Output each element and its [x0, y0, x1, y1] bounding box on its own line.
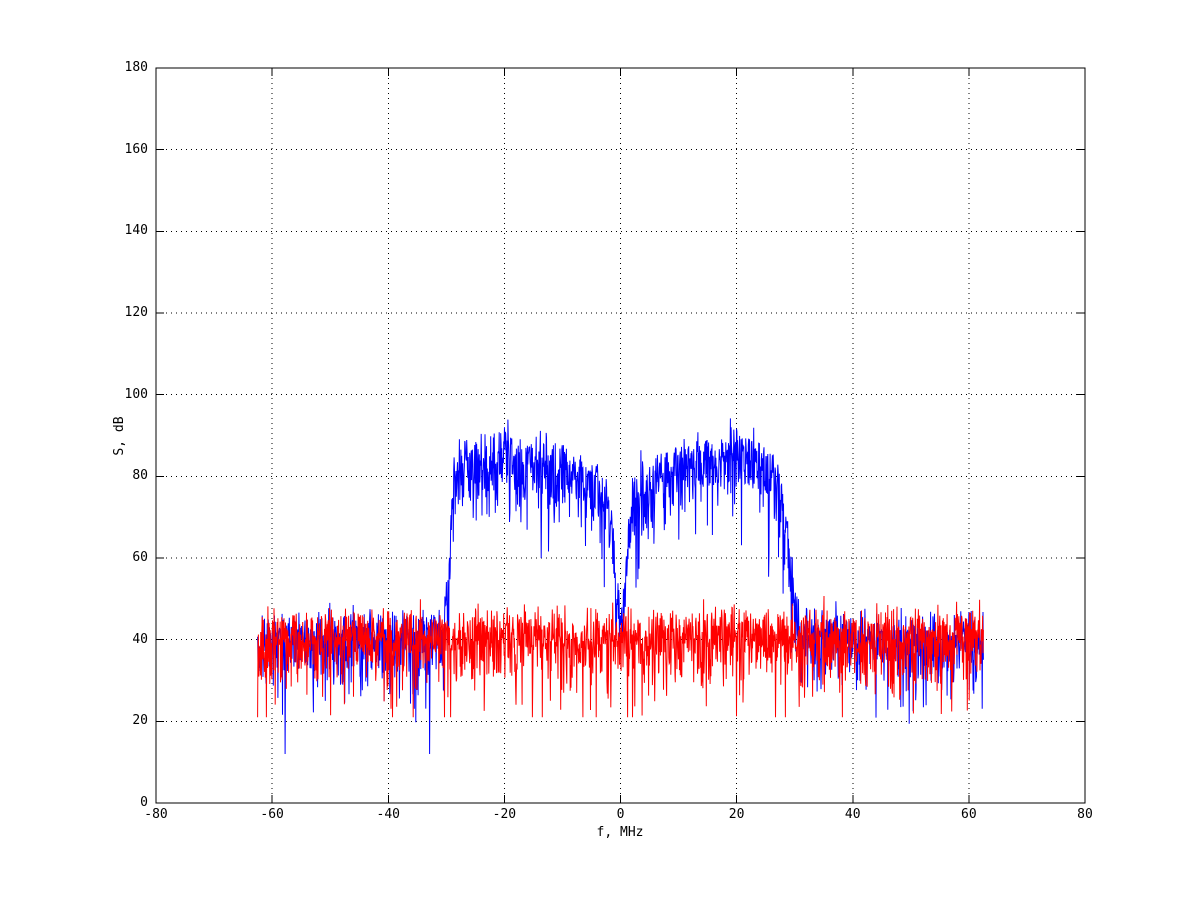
x-tick-label: 80: [1077, 807, 1093, 822]
x-tick-label: 60: [961, 807, 977, 822]
y-tick-label: 120: [124, 305, 148, 320]
x-tick-label: 0: [616, 807, 625, 822]
x-tick-label: 20: [728, 807, 745, 822]
y-tick-label: 160: [124, 141, 148, 157]
x-tick-label: -40: [376, 807, 400, 822]
y-tick-label: 0: [140, 795, 148, 810]
x-tick-label: -80: [144, 807, 168, 822]
y-tick-label: 140: [124, 223, 148, 239]
x-tick-label: -60: [260, 807, 284, 822]
y-tick-label: 40: [132, 631, 148, 647]
series-noise-floor: [257, 595, 984, 718]
y-tick-label: 100: [124, 386, 148, 402]
y-tick-label: 180: [124, 60, 148, 75]
y-tick-label: 60: [132, 550, 148, 565]
x-axis-label: f, MHz: [596, 825, 644, 840]
y-tick-label: 20: [132, 713, 148, 729]
plot-frame: [155, 67, 1086, 804]
x-tick-label: 40: [844, 807, 861, 822]
y-tick-label: 80: [132, 468, 148, 484]
x-tick-label: -20: [492, 807, 517, 822]
y-axis-label: S, dB: [112, 416, 127, 456]
